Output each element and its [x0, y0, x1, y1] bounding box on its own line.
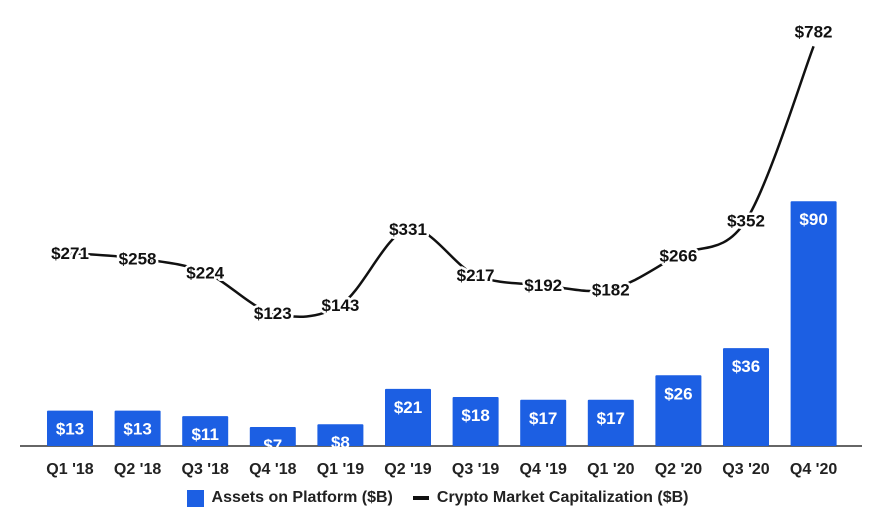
x-tick-label: Q2 '19 [384, 461, 431, 478]
line-point-label: $224 [186, 263, 224, 282]
bar [452, 397, 499, 446]
bar [520, 399, 567, 446]
bar [249, 426, 296, 446]
x-tick-label: Q2 '18 [114, 461, 161, 478]
x-tick-label: Q4 '20 [790, 461, 837, 478]
line-point-label: $192 [524, 276, 562, 295]
x-tick-label: Q4 '19 [520, 461, 567, 478]
line-series [69, 45, 815, 318]
x-tick-label: Q1 '20 [587, 461, 634, 478]
bar [655, 375, 702, 446]
bar-label: $17 [529, 409, 557, 428]
bar [317, 424, 364, 446]
x-tick-label: Q3 '20 [722, 461, 769, 478]
bar-label: $8 [331, 433, 350, 452]
bar-label: $36 [732, 357, 760, 376]
line-point-label: $331 [389, 220, 427, 239]
bar-label: $90 [799, 210, 827, 229]
bar-label: $7 [263, 436, 282, 455]
x-tick-label: Q1 '19 [317, 461, 364, 478]
bar-label: $13 [123, 420, 151, 439]
bar-label: $18 [461, 406, 489, 425]
legend-swatch-line [412, 496, 429, 500]
legend: Assets on Platform ($B) Crypto Market Ca… [0, 489, 875, 507]
bar [790, 201, 837, 446]
line-point-label: $782 [795, 22, 833, 41]
legend-item-market-cap: Crypto Market Capitalization ($B) [412, 489, 689, 507]
line-point-label: $143 [321, 296, 359, 315]
bar-label: $17 [597, 409, 625, 428]
bar [47, 410, 93, 446]
line-point-label: $217 [457, 266, 495, 285]
legend-label: Crypto Market Capitalization ($B) [436, 489, 689, 506]
x-tick-label: Q2 '20 [655, 461, 702, 478]
chart: $13 Q1 '18 $13 Q2 '18 $11 Q3 '18 $7 Q4 '18 $8 Q1 … [20, 22, 862, 478]
bar [723, 348, 769, 446]
bar [587, 399, 634, 446]
bar [385, 388, 431, 446]
legend-item-assets: Assets on Platform ($B) [186, 489, 393, 507]
bar [114, 410, 161, 446]
line-point-label: $352 [727, 211, 765, 230]
line-point-label: $271 [51, 244, 89, 263]
line-point-label: $123 [254, 304, 292, 323]
bar-label: $21 [394, 398, 422, 417]
line-point-label: $182 [592, 280, 630, 299]
bar-label: $11 [191, 425, 218, 444]
x-tick-label: Q3 '19 [452, 461, 499, 478]
bar-label: $13 [56, 420, 84, 439]
legend-swatch-bar [186, 489, 204, 507]
x-tick-label: Q3 '18 [182, 461, 229, 478]
x-tick-label: Q4 '18 [249, 461, 296, 478]
x-tick-label: Q1 '18 [46, 461, 93, 478]
bar [182, 416, 229, 446]
line-point-label: $266 [659, 246, 697, 265]
legend-label: Assets on Platform ($B) [211, 489, 393, 506]
line-point-label: $258 [119, 250, 157, 269]
bar-label: $26 [664, 384, 692, 403]
